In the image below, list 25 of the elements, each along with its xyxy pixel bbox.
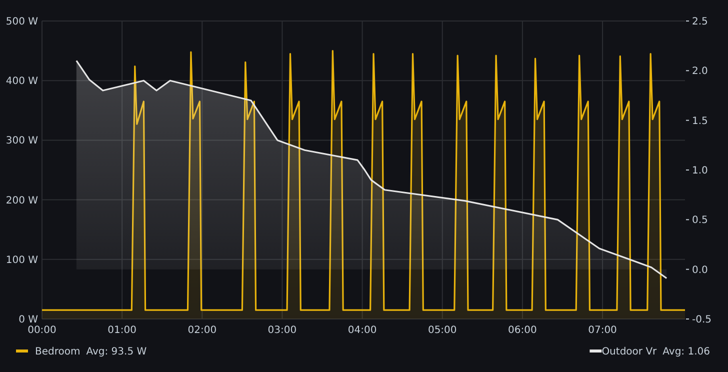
text: Avg: 1.06 xyxy=(662,346,710,358)
legend-label: Outdoor Vr xyxy=(602,346,658,358)
y2-tick-label: 0.0 xyxy=(692,264,708,276)
y-tick-label: 300 W xyxy=(6,136,38,147)
y-tick-label: 0 W xyxy=(18,314,38,326)
y2-tick-label: 1.5 xyxy=(692,116,708,127)
y2-tick-label: 2.0 xyxy=(692,66,708,78)
x-tick-label: 06:00 xyxy=(508,325,537,336)
x-tick-label: 00:00 xyxy=(28,325,56,336)
x-tick-label: 01:00 xyxy=(108,325,136,336)
y-tick-label: 200 W xyxy=(6,195,38,206)
y-tick-label: 500 W xyxy=(6,16,38,28)
x-tick-label: 02:00 xyxy=(188,325,217,336)
y-tick-label: 100 W xyxy=(6,254,38,266)
legend-label: Bedroom xyxy=(35,346,80,358)
y-tick-label: 400 W xyxy=(6,76,38,88)
y2-tick-label: 2.5 xyxy=(692,16,708,28)
text: Avg: 93.5 W xyxy=(86,346,147,358)
y2-tick-label: 0.5 xyxy=(692,215,708,226)
x-tick-label: 05:00 xyxy=(428,325,457,336)
x-tick-label: 03:00 xyxy=(268,325,297,336)
x-tick-label: 07:00 xyxy=(588,325,617,336)
y2-tick-label: -0.5 xyxy=(692,314,712,326)
y2-tick-label: 1.0 xyxy=(692,166,708,176)
x-tick-label: 04:00 xyxy=(348,325,377,336)
